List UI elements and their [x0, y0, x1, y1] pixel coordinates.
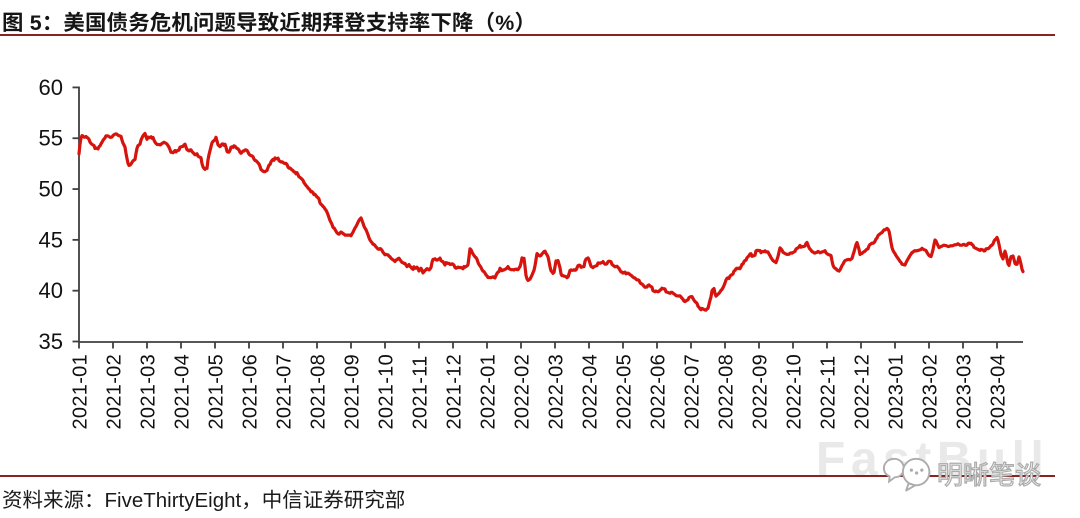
- x-tick-label: 2022-02: [512, 354, 534, 430]
- x-tick-label: 2022-07: [682, 354, 704, 430]
- x-tick-label: 2022-11: [818, 355, 840, 429]
- y-tick-label: 35: [39, 329, 63, 354]
- mingxi-watermark-text: 明晰笔谈: [936, 454, 1042, 492]
- fastbull-watermark: FastBull: [816, 433, 1050, 486]
- x-tick-label: 2023-02: [920, 354, 942, 430]
- x-tick-label: 2021-04: [172, 354, 194, 430]
- source-note: 资料来源：FiveThirtyEight，中信证券研究部: [2, 488, 406, 512]
- x-tick-label: 2022-04: [580, 354, 602, 430]
- x-tick-label: 2023-01: [886, 354, 908, 430]
- y-tick-label: 60: [39, 75, 63, 100]
- x-tick-label: 2022-10: [784, 354, 806, 430]
- x-tick-label: 2021-07: [274, 354, 296, 430]
- title-divider: [0, 33, 1055, 36]
- x-tick-label: 2023-04: [988, 354, 1010, 430]
- x-tick-label: 2021-02: [104, 354, 126, 430]
- y-tick-label: 40: [39, 278, 63, 303]
- x-tick-label: 2023-03: [954, 354, 976, 430]
- x-tick-label: 2021-11: [410, 355, 432, 429]
- x-tick-label: 2021-09: [342, 354, 364, 430]
- x-tick-label: 2021-06: [240, 354, 262, 430]
- x-tick-label: 2022-05: [614, 354, 636, 430]
- figure-title: 图 5：美国债务危机问题导致近期拜登支持率下降（%）: [2, 11, 537, 35]
- y-tick-label: 55: [39, 126, 63, 151]
- approval-line: [77, 131, 1025, 312]
- x-tick-label: 2021-10: [376, 354, 398, 430]
- x-tick-label: 2021-12: [444, 354, 466, 430]
- y-tick-label: 45: [39, 227, 63, 252]
- x-tick-label: 2021-01: [70, 354, 92, 430]
- x-tick-label: 2022-08: [716, 354, 738, 430]
- chat-bubbles-icon: [882, 457, 931, 492]
- x-tick-label: 2021-05: [206, 354, 228, 430]
- mingxi-watermark: 明晰笔谈: [882, 454, 1042, 492]
- x-tick-label: 2022-06: [648, 354, 670, 430]
- x-tick-label: 2022-12: [852, 354, 874, 430]
- x-tick-label: 2021-08: [308, 354, 330, 430]
- y-tick-label: 50: [39, 177, 63, 202]
- x-tick-label: 2021-03: [138, 354, 160, 430]
- source-divider: [0, 474, 1055, 477]
- x-tick-label: 2022-03: [546, 354, 568, 430]
- x-tick-label: 2022-01: [478, 354, 500, 430]
- x-tick-label: 2022-09: [750, 354, 772, 430]
